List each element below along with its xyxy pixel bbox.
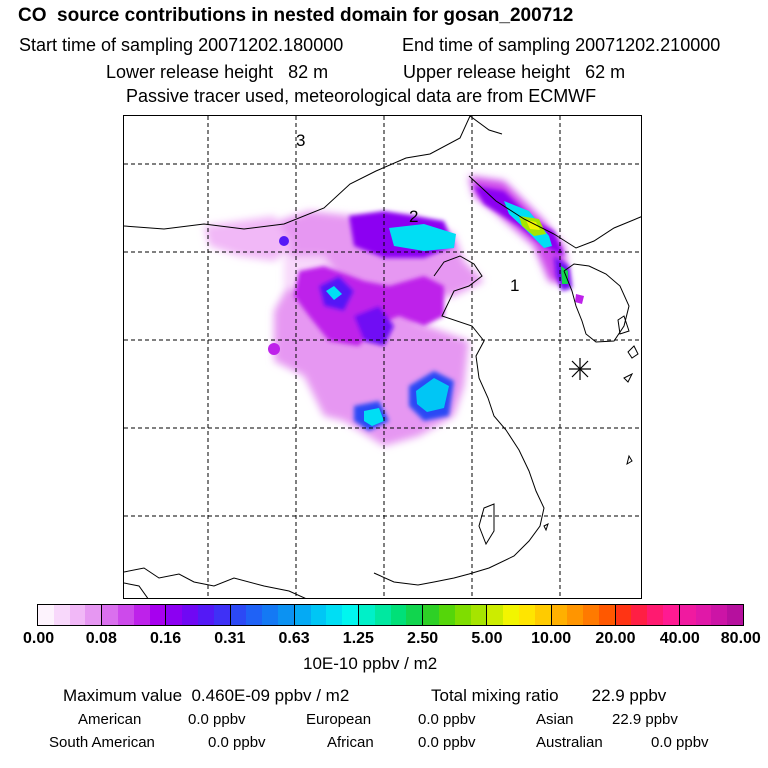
lower-release-label: Lower release height 82 m: [106, 62, 329, 82]
australian-label: Australian: [536, 734, 603, 751]
colorbar-tick-label: 10.00: [531, 630, 572, 647]
colorbar-segment: [423, 605, 488, 625]
page-title: CO source contributions in nested domain…: [18, 5, 574, 26]
colorbar-swatch: [470, 605, 487, 625]
colorbar-tick-label: 5.00: [471, 630, 503, 647]
coastlines: [124, 116, 641, 598]
region-label-3: 3: [296, 131, 305, 150]
map-panel: 1 2 3: [123, 115, 642, 599]
colorbar-swatch: [487, 605, 504, 625]
colorbar-segment: [230, 605, 295, 625]
region-label-2: 2: [409, 207, 418, 226]
upper-release-label: Upper release height 62 m: [403, 62, 626, 82]
european-label: European: [306, 711, 372, 728]
colorbar-swatch: [406, 605, 423, 625]
colorbar-swatch: [294, 605, 311, 625]
australian-value: 0.0 ppbv: [651, 734, 709, 751]
colorbar-swatch: [679, 605, 696, 625]
colorbar-swatch: [197, 605, 214, 625]
colorbar-tick-label: 0.08: [85, 630, 117, 647]
american-label: American: [78, 711, 142, 728]
colorbar-swatch: [117, 605, 134, 625]
colorbar-swatch: [454, 605, 471, 625]
colorbar-swatch: [230, 605, 247, 625]
map-canvas: 1 2 3: [124, 116, 641, 598]
colorbar-swatch: [551, 605, 568, 625]
colorbar-swatch: [711, 605, 728, 625]
colorbar-unit-label: 10E-10 ppbv / m2: [303, 654, 438, 673]
colorbar-segment: [102, 605, 167, 625]
colorbar-swatch: [503, 605, 519, 625]
colorbar-swatch: [85, 605, 102, 625]
colorbar-tick-label: 1.25: [342, 630, 374, 647]
colorbar-tick-label: 20.00: [595, 630, 636, 647]
region-label-1: 1: [510, 276, 519, 295]
colorbar-swatch: [518, 605, 535, 625]
colorbar-swatch: [358, 605, 375, 625]
colorbar-swatch: [182, 605, 198, 625]
colorbar-segment: [38, 605, 103, 625]
maximum-value-label: Maximum value 0.460E-09 ppbv / m2: [63, 686, 350, 705]
colorbar-segment: [679, 605, 744, 625]
colorbar-segment: [487, 605, 552, 625]
colorbar-tick-label: 0.31: [214, 630, 246, 647]
african-value: 0.0 ppbv: [418, 734, 476, 751]
colorbar-segment: [615, 605, 680, 625]
colorbar-tick-label: 40.00: [659, 630, 700, 647]
south-american-label: South American: [49, 734, 155, 751]
european-value: 0.0 ppbv: [418, 711, 476, 728]
colorbar-swatch: [390, 605, 407, 625]
colorbar-swatch: [647, 605, 664, 625]
asian-label: Asian: [536, 711, 574, 728]
colorbar-swatch: [213, 605, 230, 625]
colorbar-tick-label: 80.00: [720, 630, 761, 647]
colorbar-swatch: [663, 605, 679, 625]
south-american-value: 0.0 ppbv: [208, 734, 266, 751]
colorbar-segment: [358, 605, 424, 625]
colorbar-swatch: [727, 605, 744, 625]
tracer-info-label: Passive tracer used, meteorological data…: [126, 86, 597, 106]
colorbar-tick-label: 0.63: [278, 630, 310, 647]
colorbar-swatch: [374, 605, 391, 625]
total-mixing-ratio-label: Total mixing ratio 22.9 ppbv: [431, 686, 667, 705]
colorbar-segment: [294, 605, 359, 625]
lat-lon-grid: [124, 116, 641, 598]
colorbar-tick-label: 2.50: [407, 630, 439, 647]
colorbar-swatch: [310, 605, 327, 625]
colorbar-swatch: [277, 605, 294, 625]
colorbar-swatch: [567, 605, 584, 625]
colorbar-segment: [551, 605, 616, 625]
colorbar-swatch: [598, 605, 615, 625]
colorbar: [37, 604, 744, 626]
asian-value: 22.9 ppbv: [612, 711, 678, 728]
american-value: 0.0 ppbv: [188, 711, 246, 728]
colorbar-swatch: [326, 605, 343, 625]
colorbar-swatch: [631, 605, 648, 625]
colorbar-segment: [166, 605, 231, 625]
colorbar-swatch: [38, 605, 54, 625]
colorbar-swatch: [149, 605, 166, 625]
colorbar-tick-label: 0.00: [22, 630, 55, 647]
end-time-label: End time of sampling 20071202.210000: [402, 35, 721, 55]
colorbar-swatch: [166, 605, 183, 625]
asterisk-icon: [569, 358, 591, 380]
colorbar-swatch: [423, 605, 439, 625]
start-time-label: Start time of sampling 20071202.180000: [19, 35, 344, 55]
colorbar-swatch: [262, 605, 278, 625]
colorbar-swatch: [342, 605, 358, 625]
colorbar-swatch: [695, 605, 712, 625]
colorbar-swatch: [438, 605, 455, 625]
colorbar-swatch: [246, 605, 263, 625]
african-label: African: [327, 734, 374, 751]
colorbar-swatch: [615, 605, 632, 625]
colorbar-swatch: [53, 605, 70, 625]
colorbar-swatch: [102, 605, 118, 625]
colorbar-swatch: [133, 605, 150, 625]
colorbar-swatch: [69, 605, 86, 625]
colorbar-swatch: [583, 605, 599, 625]
concentration-field: [204, 176, 584, 446]
colorbar-tick-label: 0.16: [149, 630, 182, 647]
colorbar-swatch: [534, 605, 551, 625]
